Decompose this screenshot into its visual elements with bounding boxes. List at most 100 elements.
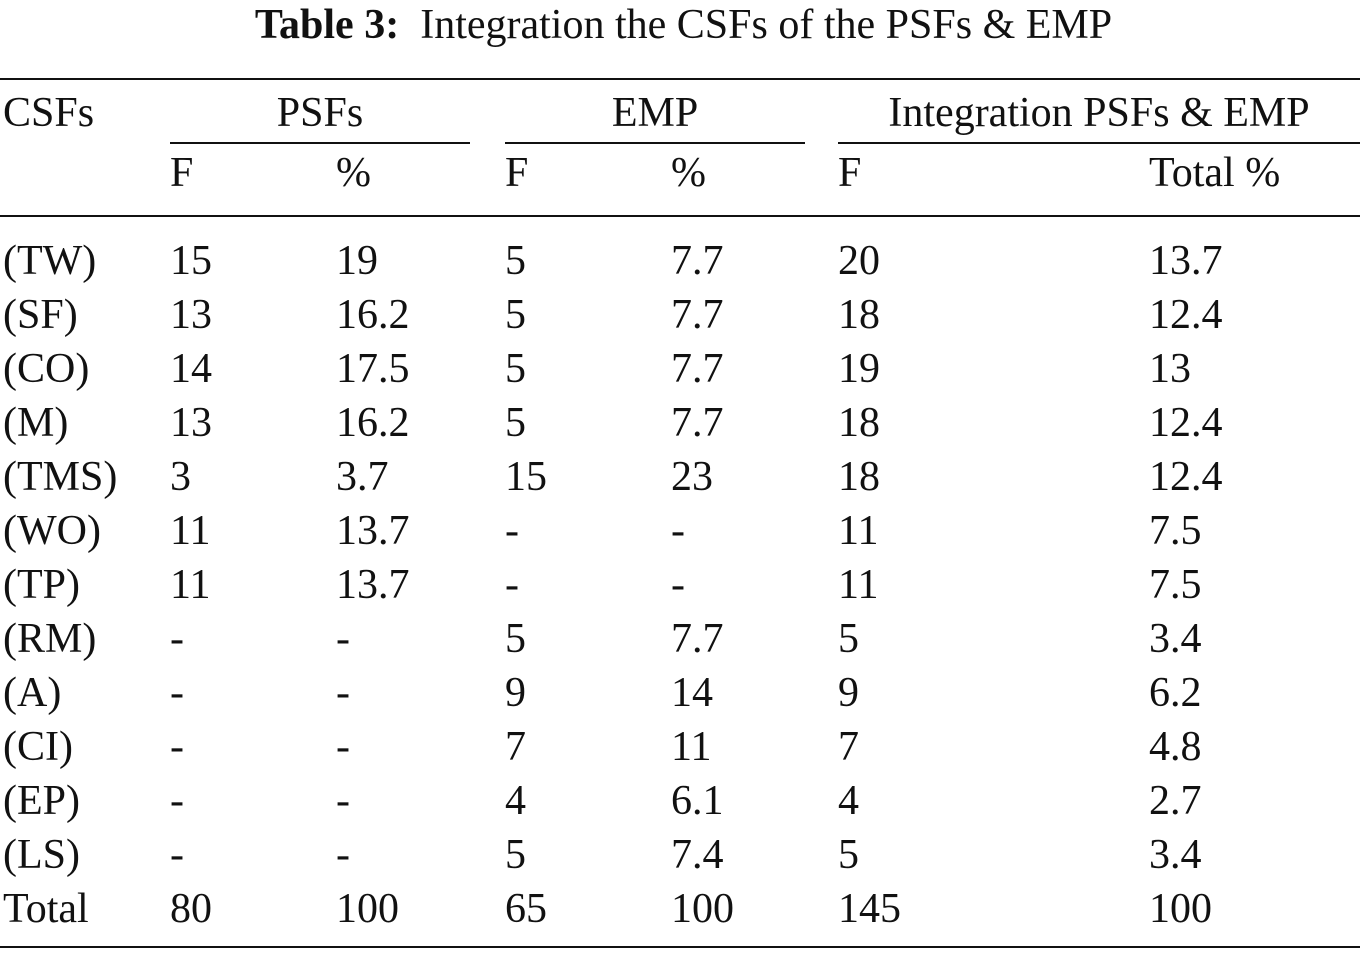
cell-psfs-f: - — [170, 616, 184, 662]
header-group-emp: EMP — [611, 90, 699, 136]
cell-psfs-f: 80 — [170, 886, 212, 932]
subheader-psfs-percent: % — [336, 150, 371, 196]
cell-emp-percent: 100 — [671, 886, 734, 932]
cell-emp-f: 15 — [505, 454, 547, 500]
cell-emp-percent: 7.7 — [671, 400, 724, 446]
cell-integration-total-percent: 100 — [1149, 886, 1212, 932]
cell-integration-f: 18 — [838, 292, 880, 338]
cell-emp-f: 5 — [505, 292, 526, 338]
cell-psfs-percent: 19 — [336, 238, 378, 284]
cell-psfs-f: 13 — [170, 292, 212, 338]
cell-psfs-percent: - — [336, 832, 350, 878]
cell-integration-total-percent: 13.7 — [1149, 238, 1223, 284]
cell-psfs-f: 15 — [170, 238, 212, 284]
cell-emp-f: 65 — [505, 886, 547, 932]
cell-psfs-f: 3 — [170, 454, 191, 500]
cell-psfs-f: - — [170, 724, 184, 770]
subheader-integration-f: F — [838, 150, 862, 196]
cell-emp-percent: 7.7 — [671, 238, 724, 284]
table-title: Integration the CSFs of the PSFs & EMP — [420, 2, 1113, 48]
cell-psfs-f: 14 — [170, 346, 212, 392]
cell-emp-percent: 11 — [671, 724, 712, 770]
subheader-integration-total-percent: Total % — [1149, 150, 1281, 196]
row-label: (SF) — [3, 292, 78, 338]
table-number: Table 3: — [254, 2, 400, 48]
cell-integration-f: 5 — [838, 616, 859, 662]
table-caption: Table 3: Integration the CSFs of the PSF… — [0, 0, 1367, 50]
integration-group-rule — [838, 142, 1360, 144]
row-label: (M) — [3, 400, 69, 446]
cell-integration-total-percent: 7.5 — [1149, 562, 1202, 608]
cell-psfs-f: 11 — [170, 562, 211, 608]
cell-integration-f: 18 — [838, 400, 880, 446]
cell-integration-total-percent: 13 — [1149, 346, 1191, 392]
cell-integration-f: 11 — [838, 562, 879, 608]
cell-emp-percent: 6.1 — [671, 778, 724, 824]
cell-emp-percent: 23 — [671, 454, 713, 500]
cell-integration-total-percent: 6.2 — [1149, 670, 1202, 716]
cell-psfs-percent: 16.2 — [336, 292, 410, 338]
cell-integration-total-percent: 7.5 — [1149, 508, 1202, 554]
row-label: (TW) — [3, 238, 97, 284]
cell-psfs-percent: 17.5 — [336, 346, 410, 392]
emp-group-rule — [505, 142, 805, 144]
row-label: (A) — [3, 670, 62, 716]
cell-integration-total-percent: 3.4 — [1149, 616, 1202, 662]
cell-integration-total-percent: 12.4 — [1149, 292, 1223, 338]
header-csfs: CSFs — [3, 90, 95, 136]
header-bottom-rule — [0, 215, 1360, 217]
bottom-rule — [0, 946, 1360, 948]
row-label: (WO) — [3, 508, 101, 554]
cell-emp-f: 4 — [505, 778, 526, 824]
cell-integration-f: 4 — [838, 778, 859, 824]
cell-emp-percent: 7.7 — [671, 346, 724, 392]
cell-integration-f: 7 — [838, 724, 859, 770]
subheader-emp-percent: % — [671, 150, 706, 196]
cell-integration-f: 18 — [838, 454, 880, 500]
cell-psfs-percent: - — [336, 724, 350, 770]
row-label: (TMS) — [3, 454, 118, 500]
row-label: (LS) — [3, 832, 80, 878]
cell-integration-total-percent: 12.4 — [1149, 454, 1223, 500]
row-label: (CO) — [3, 346, 90, 392]
cell-psfs-f: - — [170, 778, 184, 824]
cell-psfs-percent: 3.7 — [336, 454, 389, 500]
cell-psfs-percent: - — [336, 778, 350, 824]
psfs-group-rule — [170, 142, 470, 144]
cell-integration-total-percent: 2.7 — [1149, 778, 1202, 824]
cell-emp-f: 5 — [505, 400, 526, 446]
cell-integration-f: 145 — [838, 886, 901, 932]
cell-psfs-f: 11 — [170, 508, 211, 554]
subheader-psfs-f: F — [170, 150, 194, 196]
cell-emp-f: 5 — [505, 346, 526, 392]
cell-emp-f: - — [505, 562, 519, 608]
cell-integration-total-percent: 3.4 — [1149, 832, 1202, 878]
cell-emp-f: 5 — [505, 832, 526, 878]
cell-psfs-percent: 16.2 — [336, 400, 410, 446]
row-label: (EP) — [3, 778, 80, 824]
top-rule — [0, 78, 1360, 80]
cell-psfs-percent: 100 — [336, 886, 399, 932]
subheader-emp-f: F — [505, 150, 529, 196]
cell-integration-f: 5 — [838, 832, 859, 878]
header-group-psfs: PSFs — [276, 90, 364, 136]
cell-emp-f: 7 — [505, 724, 526, 770]
header-group-integration: Integration PSFs & EMP — [888, 90, 1310, 136]
cell-integration-f: 19 — [838, 346, 880, 392]
cell-emp-percent: 7.4 — [671, 832, 724, 878]
row-label: (TP) — [3, 562, 80, 608]
cell-psfs-percent: 13.7 — [336, 562, 410, 608]
cell-psfs-f: 13 — [170, 400, 212, 446]
cell-psfs-f: - — [170, 670, 184, 716]
cell-psfs-percent: - — [336, 670, 350, 716]
cell-emp-f: 9 — [505, 670, 526, 716]
cell-integration-f: 20 — [838, 238, 880, 284]
cell-emp-percent: 14 — [671, 670, 713, 716]
row-label: Total — [3, 886, 89, 932]
cell-psfs-f: - — [170, 832, 184, 878]
row-label: (RM) — [3, 616, 97, 662]
row-label: (CI) — [3, 724, 73, 770]
cell-emp-f: - — [505, 508, 519, 554]
cell-emp-percent: 7.7 — [671, 616, 724, 662]
cell-psfs-percent: - — [336, 616, 350, 662]
